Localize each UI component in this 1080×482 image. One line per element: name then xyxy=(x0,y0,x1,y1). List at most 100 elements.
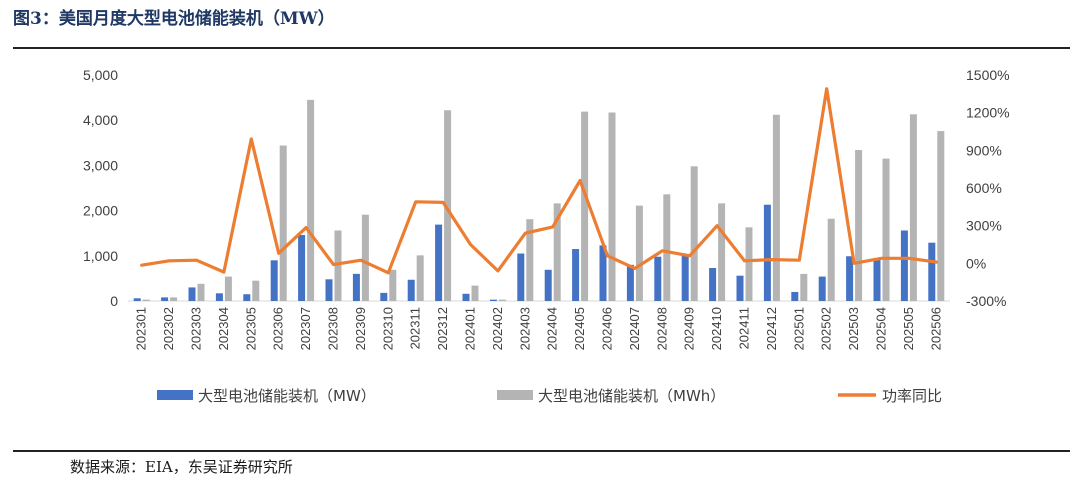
x-tick-label: 202410 xyxy=(709,307,724,350)
x-tick-label: 202504 xyxy=(874,307,889,350)
right-tick-label: 0% xyxy=(966,255,986,271)
x-tick-label: 202411 xyxy=(737,307,752,349)
bar-mw xyxy=(161,297,169,301)
bar-mwh xyxy=(498,299,506,301)
x-tick-label: 202308 xyxy=(326,307,341,350)
x-tick-label: 202303 xyxy=(189,307,204,350)
bar-mwh xyxy=(553,203,561,301)
x-tick-label: 202405 xyxy=(572,307,587,350)
bar-mw xyxy=(572,249,580,301)
bar-mw xyxy=(681,255,689,301)
bar-mwh xyxy=(389,269,397,301)
x-tick-label: 202403 xyxy=(517,307,532,350)
bar-mw xyxy=(599,245,607,301)
bar-mw xyxy=(544,269,552,301)
legend-label-yoy: 功率同比 xyxy=(882,387,942,405)
x-tick-label: 202301 xyxy=(134,307,149,350)
top-rule xyxy=(13,47,1070,49)
bottom-rule xyxy=(13,450,1070,452)
left-tick-label: 4,000 xyxy=(83,112,118,128)
x-tick-label: 202408 xyxy=(654,307,669,350)
x-tick-label: 202412 xyxy=(764,307,779,350)
bar-mwh xyxy=(663,194,671,301)
right-tick-label: 1500% xyxy=(966,67,1010,83)
legend-swatch-mw xyxy=(157,390,193,400)
x-tick-label: 202401 xyxy=(463,307,478,350)
bar-mw xyxy=(215,293,223,301)
left-tick-label: 3,000 xyxy=(83,157,118,173)
bar-mwh xyxy=(444,110,452,301)
right-tick-label: 900% xyxy=(966,142,1002,158)
x-tick-label: 202311 xyxy=(408,307,423,349)
bar-mw xyxy=(709,268,717,301)
bar-mw xyxy=(873,258,881,301)
bar-mw xyxy=(407,279,415,301)
bar-mwh xyxy=(224,276,232,301)
bar-mwh xyxy=(197,283,205,301)
bar-mwh xyxy=(142,299,150,301)
bar-mw xyxy=(791,291,799,301)
right-tick-label: 1200% xyxy=(966,105,1010,121)
bar-mwh xyxy=(170,297,178,301)
bar-mwh xyxy=(252,280,260,301)
right-tick-label: 600% xyxy=(966,180,1002,196)
bar-mwh xyxy=(718,203,726,301)
x-tick-label: 202309 xyxy=(353,307,368,350)
x-tick-label: 202502 xyxy=(819,307,834,350)
bar-mw xyxy=(763,204,771,301)
bar-mwh xyxy=(581,111,589,301)
legend-swatch-mwh xyxy=(497,390,533,400)
bar-mw xyxy=(270,260,278,301)
bar-mw xyxy=(928,242,936,301)
series-mw-bars xyxy=(133,204,936,301)
series-mwh-bars xyxy=(142,99,945,302)
x-tick-label: 202312 xyxy=(435,307,450,350)
left-tick-label: 1,000 xyxy=(83,248,118,264)
figure-source: 数据来源：EIA，东吴证券研究所 xyxy=(70,458,293,476)
bar-mwh xyxy=(526,219,534,301)
x-tick-label: 202505 xyxy=(901,307,916,350)
bar-mwh xyxy=(471,285,479,301)
bar-mw xyxy=(846,256,854,301)
x-tick-label: 202501 xyxy=(791,307,806,350)
right-tick-label: 300% xyxy=(966,218,1002,234)
bar-mw xyxy=(626,264,634,301)
bar-mw xyxy=(133,298,141,301)
x-tick-label: 202305 xyxy=(243,307,258,350)
left-tick-label: 2,000 xyxy=(83,203,118,219)
bar-mwh xyxy=(307,99,315,301)
bar-mw xyxy=(188,287,196,301)
x-axis-ticks: 202301 202302 202303 202304 202305 202306 2023… xyxy=(134,307,944,350)
legend-label-mwh: 大型电池储能装机（MWh） xyxy=(538,387,725,405)
bar-mwh xyxy=(745,227,753,301)
bar-mw xyxy=(243,294,251,301)
bar-mwh xyxy=(827,218,835,301)
x-tick-label: 202310 xyxy=(380,307,395,350)
bar-mw xyxy=(489,299,497,301)
bar-mw xyxy=(517,253,525,301)
right-tick-label: -300% xyxy=(966,293,1006,309)
bar-mw xyxy=(736,275,744,301)
right-axis-ticks: -300% 0% 300% 600% 900% 1200% 1500% xyxy=(966,67,1010,309)
x-tick-label: 202307 xyxy=(298,307,313,350)
bar-mw xyxy=(380,292,388,301)
bar-mw xyxy=(435,224,443,301)
left-tick-label: 5,000 xyxy=(83,67,118,83)
bar-mwh xyxy=(361,214,369,301)
bar-mw xyxy=(352,273,360,301)
figure-title: 图3：美国月度大型电池储能装机（MW） xyxy=(13,9,335,29)
bar-mw xyxy=(818,276,826,301)
bar-mw xyxy=(900,230,908,301)
x-tick-label: 202404 xyxy=(545,307,560,350)
bar-mwh xyxy=(608,112,616,302)
legend: 大型电池储能装机（MW） 大型电池储能装机（MWh） 功率同比 xyxy=(157,387,942,405)
chart: 0 1,000 2,000 3,000 4,000 5,000 -300% 0% 300% 60… xyxy=(83,67,1010,405)
bar-mwh xyxy=(937,131,945,301)
bar-mwh xyxy=(882,158,890,301)
bar-mwh xyxy=(909,114,917,301)
x-tick-label: 202304 xyxy=(216,307,231,350)
x-tick-label: 202406 xyxy=(600,307,615,350)
x-tick-label: 202407 xyxy=(627,307,642,350)
bar-mw xyxy=(654,256,662,301)
legend-label-mw: 大型电池储能装机（MW） xyxy=(198,387,376,405)
